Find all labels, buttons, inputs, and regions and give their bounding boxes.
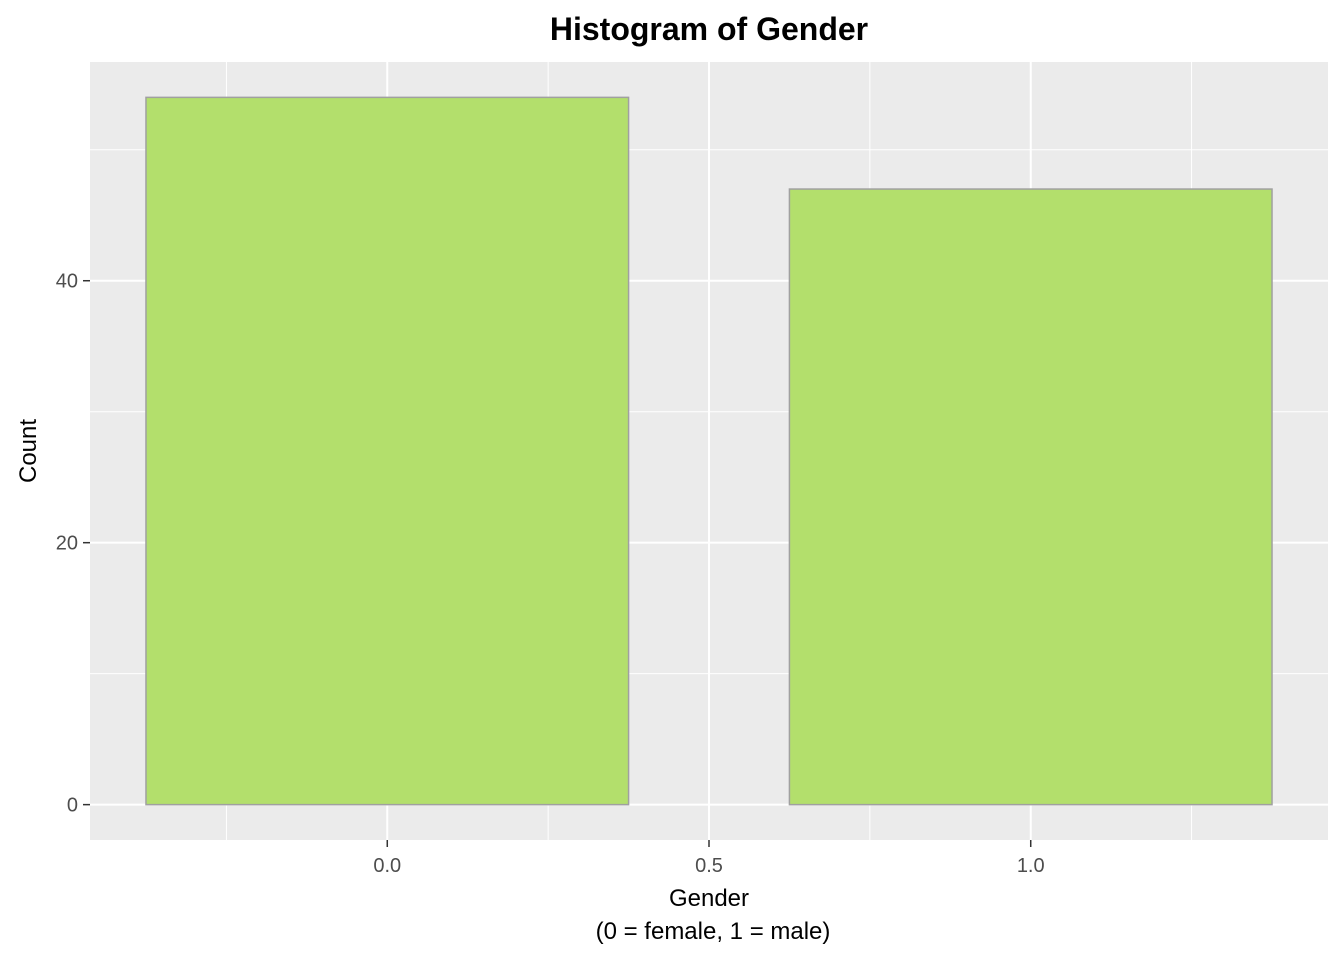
chart-title: Histogram of Gender	[550, 11, 868, 47]
x-axis-title: Gender	[669, 885, 749, 912]
x-tick-label: 0.0	[373, 855, 401, 877]
y-tick-label: 40	[56, 271, 78, 293]
bar-0	[145, 96, 630, 806]
y-axis-title: Count	[15, 419, 42, 483]
axis-ticks	[83, 279, 1032, 847]
y-tick-label: 20	[56, 533, 78, 555]
tick-labels: 0.0 0.5 1.0 0 20 40	[56, 271, 1045, 877]
x-axis-subtitle: (0 = female, 1 = male)	[596, 918, 831, 945]
bars	[145, 96, 1273, 806]
x-tick-label: 1.0	[1017, 855, 1045, 877]
y-tick-label: 0	[67, 795, 78, 817]
x-tick-label: 0.5	[695, 855, 723, 877]
bar-1	[788, 188, 1273, 806]
